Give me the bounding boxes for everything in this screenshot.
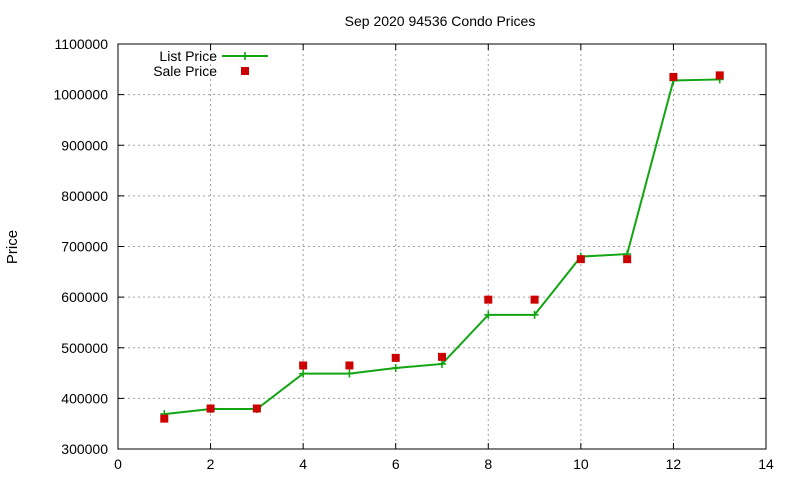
plot-frame	[117, 43, 767, 450]
sale-price-point	[438, 352, 446, 361]
sale-price-point	[530, 295, 539, 304]
sale-price-point	[391, 353, 400, 362]
x-tick-label: 12	[666, 456, 682, 472]
sale-price-point	[715, 71, 724, 80]
y-axis-tick-labels: 300000 400000 500000 600000 700000 800000 9000…	[53, 36, 108, 457]
sale-price-point	[669, 72, 678, 81]
y-tick-label: 600000	[61, 289, 108, 305]
sale-price-point	[206, 404, 215, 413]
x-tick-label: 0	[114, 456, 122, 472]
y-axis-label: Price	[4, 230, 21, 264]
legend-marker-list-price	[241, 52, 249, 60]
chart-title: Sep 2020 94536 Condo Prices	[345, 13, 536, 29]
series-sale-price	[160, 71, 724, 423]
sale-price-point	[623, 255, 632, 264]
x-axis-tick-labels: 0 2 4 6 8 10 12 14	[114, 456, 774, 472]
legend-label-list-price: List Price	[159, 48, 217, 64]
sale-price-point	[576, 255, 585, 264]
plot-series	[160, 71, 724, 423]
x-tick-label: 8	[484, 456, 492, 472]
list-price-point	[299, 369, 308, 378]
sale-price-point	[252, 404, 261, 413]
x-tick-label: 10	[573, 456, 589, 472]
x-tick-label: 4	[299, 456, 307, 472]
y-tick-label: 300000	[61, 441, 108, 457]
y-tick-label: 400000	[61, 390, 108, 406]
y-tick-label: 700000	[61, 239, 108, 255]
sale-price-point	[299, 361, 308, 370]
y-tick-label: 500000	[61, 340, 108, 356]
x-tick-label: 2	[207, 456, 215, 472]
list-price-point	[391, 364, 400, 372]
sale-price-point	[160, 414, 169, 423]
legend: List Price Sale Price	[153, 48, 268, 79]
y-tick-label: 800000	[61, 188, 108, 204]
x-tick-label: 14	[758, 456, 774, 472]
legend-label-sale-price: Sale Price	[153, 63, 217, 79]
list-price-point	[345, 369, 354, 378]
legend-marker-sale-price	[241, 67, 249, 75]
sale-price-point	[484, 295, 493, 304]
sale-price-point	[345, 361, 354, 370]
y-tick-label: 1000000	[53, 87, 108, 103]
y-tick-label: 900000	[61, 137, 108, 153]
list-price-point	[530, 310, 539, 319]
y-tick-label: 1100000	[55, 36, 109, 52]
x-tick-label: 6	[392, 456, 400, 472]
list-price-point	[438, 359, 446, 368]
list-price-point	[484, 310, 493, 319]
grid	[118, 44, 766, 449]
